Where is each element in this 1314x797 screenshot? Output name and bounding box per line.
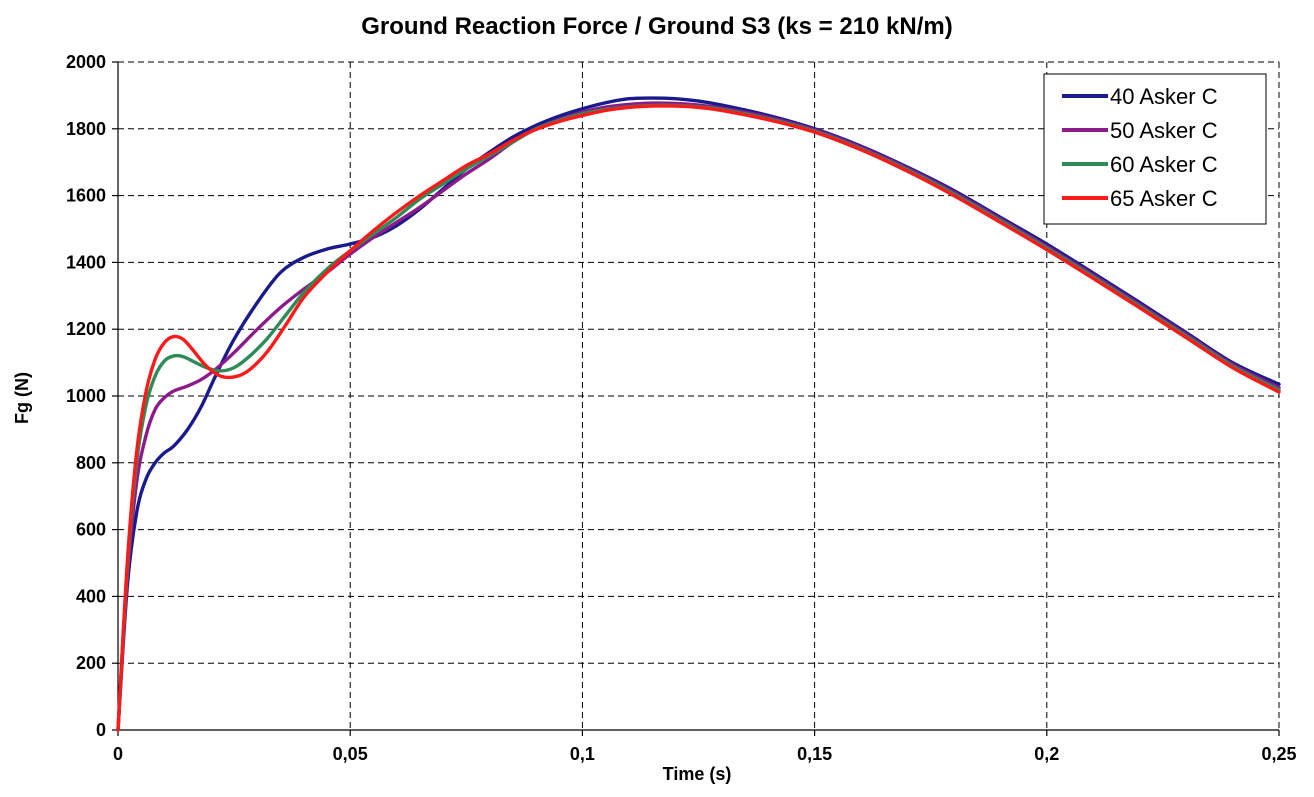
legend-label-3: 60 Asker C bbox=[1110, 152, 1218, 177]
legend: 40 Asker C 50 Asker C 60 Asker C 65 Asker C bbox=[1043, 73, 1267, 225]
x-tick-label: 0 bbox=[113, 744, 123, 764]
x-tick-label: 0,1 bbox=[570, 744, 595, 764]
y-tick-label: 200 bbox=[76, 653, 106, 673]
y-tick-label: 1200 bbox=[66, 319, 106, 339]
x-tick-label: 0,25 bbox=[1261, 744, 1296, 764]
y-tick-label: 1600 bbox=[66, 186, 106, 206]
y-tick-label: 0 bbox=[96, 720, 106, 740]
series-lines bbox=[116, 96, 1281, 732]
series-line-4 bbox=[116, 104, 1281, 732]
chart-title: Ground Reaction Force / Ground S3 (ks = … bbox=[361, 13, 952, 40]
legend-label-1: 40 Asker C bbox=[1110, 84, 1218, 109]
y-axis-label: Fg (N) bbox=[12, 372, 32, 424]
x-tick-labels: 0 0,05 0,1 0,15 0,2 0,25 bbox=[113, 744, 1297, 764]
legend-label-4: 65 Asker C bbox=[1110, 186, 1218, 211]
x-tick-label: 0,2 bbox=[1034, 744, 1059, 764]
y-tick-label: 1000 bbox=[66, 386, 106, 406]
x-tick-label: 0,15 bbox=[797, 744, 832, 764]
y-tick-label: 600 bbox=[76, 520, 106, 540]
x-axis-label: Time (s) bbox=[663, 764, 732, 784]
x-tick-label: 0,05 bbox=[333, 744, 368, 764]
y-tick-label: 400 bbox=[76, 586, 106, 606]
y-tick-label: 800 bbox=[76, 453, 106, 473]
y-tick-label: 1400 bbox=[66, 252, 106, 272]
y-tick-label: 1800 bbox=[66, 119, 106, 139]
legend-label-2: 50 Asker C bbox=[1110, 118, 1218, 143]
y-tick-label: 2000 bbox=[66, 52, 106, 72]
y-tick-labels: 0 200 400 600 800 1000 1200 1400 1600 1800 2000 bbox=[66, 52, 106, 740]
